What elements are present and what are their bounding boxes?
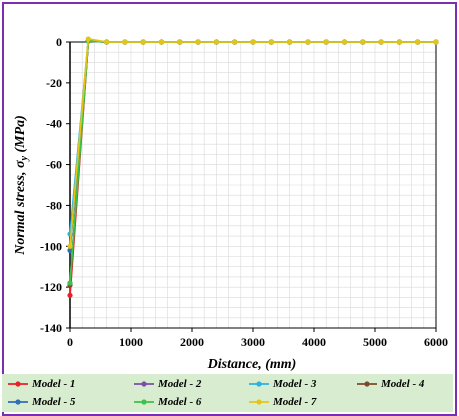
data-point	[158, 39, 165, 45]
legend-item-model-7: Model - 7	[249, 396, 316, 408]
legend-swatch	[134, 399, 154, 405]
x-tick-label: 2000	[180, 335, 204, 349]
legend-label: Model - 2	[158, 378, 202, 390]
y-tick-label: 0	[56, 35, 62, 49]
x-tick-label: 6000	[424, 335, 448, 349]
data-point	[433, 39, 439, 45]
x-tick-label: 4000	[302, 335, 326, 349]
y-tick-label: -120	[40, 280, 62, 294]
x-tick-label: 5000	[363, 335, 387, 349]
legend: Model - 1 Model - 2 Model - 3 Model - 4 Mode…	[2, 374, 453, 412]
y-axis-label-main: Normal stress, σ	[13, 160, 28, 256]
legend-item-model-1: Model - 1	[8, 378, 75, 390]
y-axis-label: Normal stress, σy (MPa)	[13, 115, 30, 256]
data-point	[232, 39, 238, 45]
data-point	[195, 39, 201, 45]
legend-swatch	[357, 381, 377, 387]
x-tick-label: 0	[67, 335, 73, 349]
legend-label: Model - 5	[32, 396, 76, 408]
data-point	[140, 39, 146, 45]
x-tick-label: 1000	[119, 335, 143, 349]
legend-swatch	[249, 399, 269, 405]
data-point	[268, 39, 274, 45]
y-tick-label: -40	[46, 117, 62, 131]
legend-item-model-2: Model - 2	[134, 378, 201, 390]
legend-swatch	[8, 381, 28, 387]
legend-label: Model - 1	[32, 378, 76, 390]
y-axis-label-subscript: y	[19, 156, 30, 162]
data-point	[250, 39, 256, 45]
data-point	[177, 39, 183, 45]
data-point	[67, 280, 73, 286]
data-point	[360, 39, 366, 45]
legend-label: Model - 7	[273, 396, 317, 408]
legend-item-model-4: Model - 4	[357, 378, 424, 390]
series-lines	[67, 36, 439, 298]
grid-lines	[70, 42, 436, 328]
data-point	[122, 39, 128, 45]
y-tick-label: -80	[46, 198, 62, 212]
legend-label: Model - 4	[381, 378, 425, 390]
legend-swatch	[134, 381, 154, 387]
y-axis-label-unit: (MPa)	[13, 115, 28, 156]
data-point	[67, 243, 73, 249]
data-point	[323, 39, 329, 45]
data-point	[67, 292, 73, 298]
legend-swatch	[249, 381, 269, 387]
legend-label: Model - 3	[273, 378, 317, 390]
data-point	[378, 39, 384, 45]
x-tick-label: 3000	[241, 335, 265, 349]
tick-labels: 0 1000 2000 3000 4000 5000 6000 0 -20 -40 -60 -80 -1…	[40, 35, 448, 349]
data-point	[67, 247, 73, 253]
legend-item-model-6: Model - 6	[134, 396, 201, 408]
data-point	[305, 39, 311, 45]
y-tick-label: -100	[40, 239, 62, 253]
y-tick-label: -60	[46, 158, 62, 172]
data-point	[415, 39, 421, 45]
data-point	[104, 39, 110, 45]
x-axis-label: Distance, (mm)	[207, 357, 297, 372]
data-point	[287, 39, 293, 45]
data-point	[213, 39, 219, 45]
legend-item-model-5: Model - 5	[8, 396, 75, 408]
legend-swatch	[8, 399, 28, 405]
legend-label: Model - 6	[158, 396, 202, 408]
data-point	[85, 36, 91, 42]
legend-item-model-3: Model - 3	[249, 378, 316, 390]
data-point	[341, 39, 348, 45]
data-point	[396, 39, 402, 45]
y-tick-label: -140	[40, 321, 62, 335]
y-tick-label: -20	[46, 76, 62, 90]
